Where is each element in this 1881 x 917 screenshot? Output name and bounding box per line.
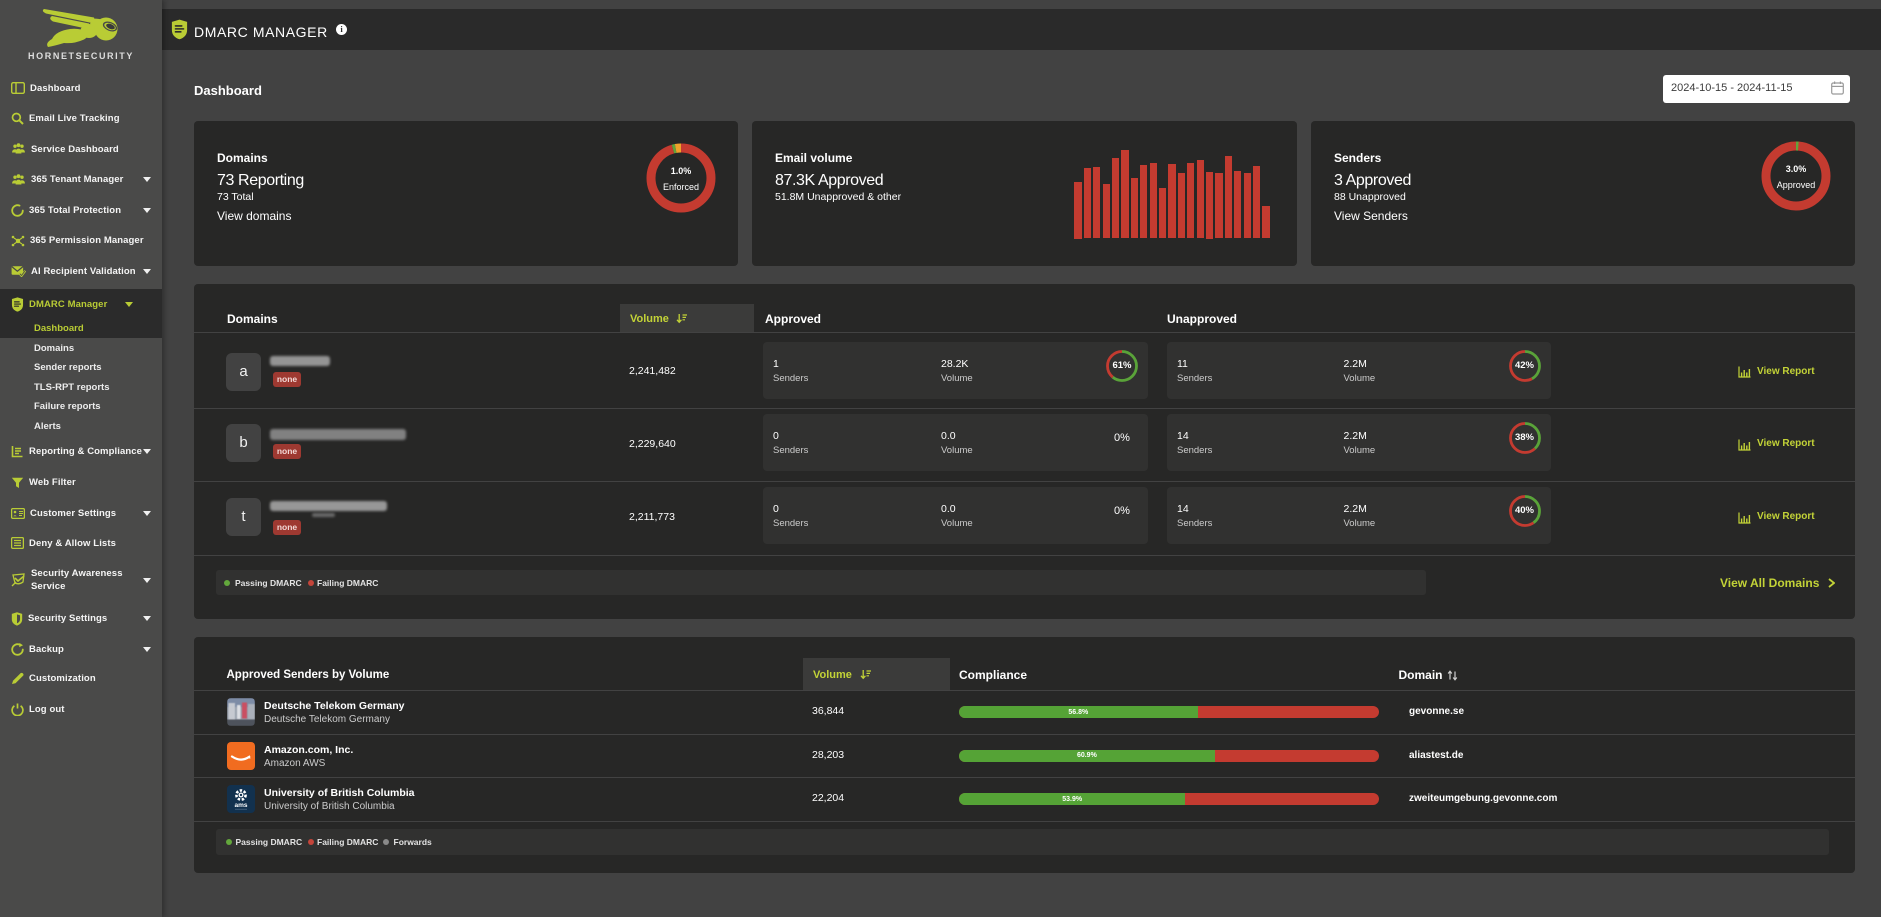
svg-text:ams: ams: [234, 802, 247, 809]
